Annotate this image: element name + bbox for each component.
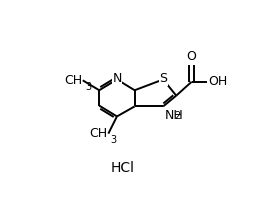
Text: O: O [187, 50, 197, 63]
Text: CH: CH [90, 127, 108, 140]
Text: N: N [112, 72, 122, 85]
Text: NH: NH [165, 109, 183, 122]
Text: CH: CH [64, 74, 82, 87]
Text: S: S [159, 72, 167, 85]
Text: 3: 3 [85, 82, 91, 92]
Text: HCl: HCl [110, 161, 134, 175]
Text: OH: OH [209, 75, 228, 88]
Text: 2: 2 [174, 111, 180, 121]
Text: 3: 3 [111, 135, 117, 145]
